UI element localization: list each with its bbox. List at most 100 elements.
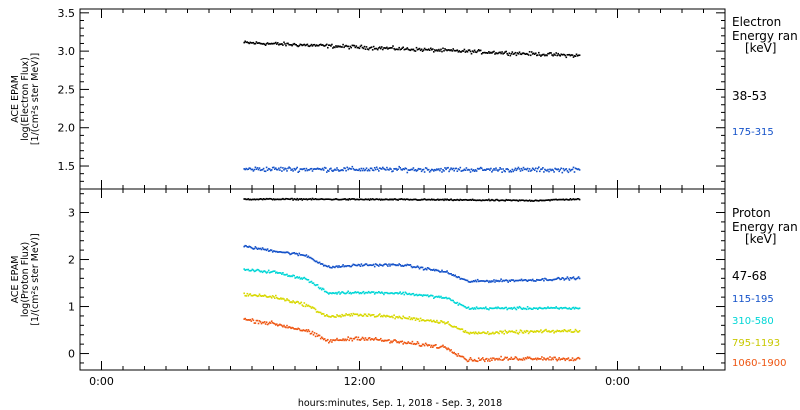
data-point xyxy=(357,46,360,49)
data-point xyxy=(323,290,326,293)
data-point xyxy=(276,198,278,201)
data-point xyxy=(455,326,457,328)
data-point xyxy=(498,332,500,335)
data-point xyxy=(335,316,337,318)
data-point xyxy=(551,199,553,201)
data-point xyxy=(574,55,577,57)
data-point xyxy=(367,48,370,51)
data-point xyxy=(522,166,525,169)
data-point xyxy=(310,198,313,201)
data-point xyxy=(353,263,356,266)
data-point xyxy=(466,199,469,201)
data-point xyxy=(556,359,558,362)
data-point xyxy=(374,198,377,201)
data-point xyxy=(295,252,297,255)
data-point xyxy=(327,315,329,317)
data-point xyxy=(475,306,478,308)
data-point xyxy=(329,292,331,294)
data-point xyxy=(297,254,299,257)
data-point xyxy=(448,272,450,275)
data-point xyxy=(470,332,473,334)
data-point xyxy=(495,358,497,360)
data-point xyxy=(385,263,387,265)
data-point xyxy=(255,198,258,201)
data-point xyxy=(493,199,495,202)
data-point xyxy=(250,269,253,272)
data-point xyxy=(531,358,534,361)
data-point xyxy=(414,294,417,296)
data-point xyxy=(352,44,355,47)
data-point xyxy=(338,199,340,201)
data-point xyxy=(431,48,433,51)
data-point xyxy=(450,349,452,351)
data-point xyxy=(483,331,485,333)
data-point xyxy=(545,328,547,331)
proton-legend: Proton Energy ran [keV] 47-68 115-195 31… xyxy=(732,206,798,369)
data-point xyxy=(561,358,564,360)
data-point xyxy=(269,295,272,298)
data-point xyxy=(358,264,361,266)
data-point xyxy=(255,294,258,297)
data-point xyxy=(375,263,378,266)
data-point xyxy=(288,326,290,328)
data-point xyxy=(521,169,524,172)
data-point xyxy=(302,168,305,170)
data-point xyxy=(253,247,256,250)
data-point xyxy=(432,346,434,348)
data-point xyxy=(474,169,477,171)
data-point xyxy=(368,47,371,49)
data-point xyxy=(388,339,390,341)
data-point xyxy=(283,298,285,300)
data-point xyxy=(528,51,531,53)
data-point xyxy=(442,321,444,324)
data-point xyxy=(514,167,517,170)
data-point xyxy=(316,198,319,201)
data-point xyxy=(496,280,498,282)
data-point xyxy=(350,168,352,170)
data-point xyxy=(264,170,267,173)
data-point xyxy=(261,271,264,274)
data-point xyxy=(495,279,497,282)
data-point xyxy=(379,198,381,200)
data-point xyxy=(387,198,389,201)
data-point xyxy=(524,331,527,334)
data-point xyxy=(475,280,478,283)
data-point xyxy=(415,317,418,320)
data-point xyxy=(319,337,322,340)
data-point xyxy=(300,254,303,256)
data-point xyxy=(306,330,309,333)
data-point xyxy=(304,255,307,257)
data-point xyxy=(400,265,402,267)
data-point xyxy=(484,280,486,283)
data-point xyxy=(562,167,565,170)
data-point xyxy=(578,169,581,171)
data-point xyxy=(501,307,503,309)
data-point xyxy=(306,305,309,307)
data-point xyxy=(318,261,321,264)
data-point xyxy=(484,307,486,310)
data-point xyxy=(330,167,332,170)
data-point xyxy=(411,48,414,51)
data-point xyxy=(444,48,446,50)
data-point xyxy=(338,45,340,48)
points-layer xyxy=(243,40,581,363)
data-point xyxy=(244,269,246,271)
data-point xyxy=(281,298,283,300)
data-point xyxy=(432,48,434,50)
data-point xyxy=(351,314,354,317)
data-point xyxy=(312,168,315,170)
data-point xyxy=(356,338,359,341)
data-point xyxy=(390,292,392,294)
data-point xyxy=(320,168,323,171)
data-point xyxy=(550,279,552,281)
data-point xyxy=(251,318,254,320)
data-point xyxy=(414,198,417,201)
electron-legend-unit: [keV] xyxy=(745,41,776,55)
data-point xyxy=(433,170,435,172)
data-point xyxy=(340,316,342,318)
data-point xyxy=(403,341,406,344)
data-point xyxy=(270,42,273,45)
data-point xyxy=(539,170,541,173)
data-point xyxy=(506,332,508,334)
